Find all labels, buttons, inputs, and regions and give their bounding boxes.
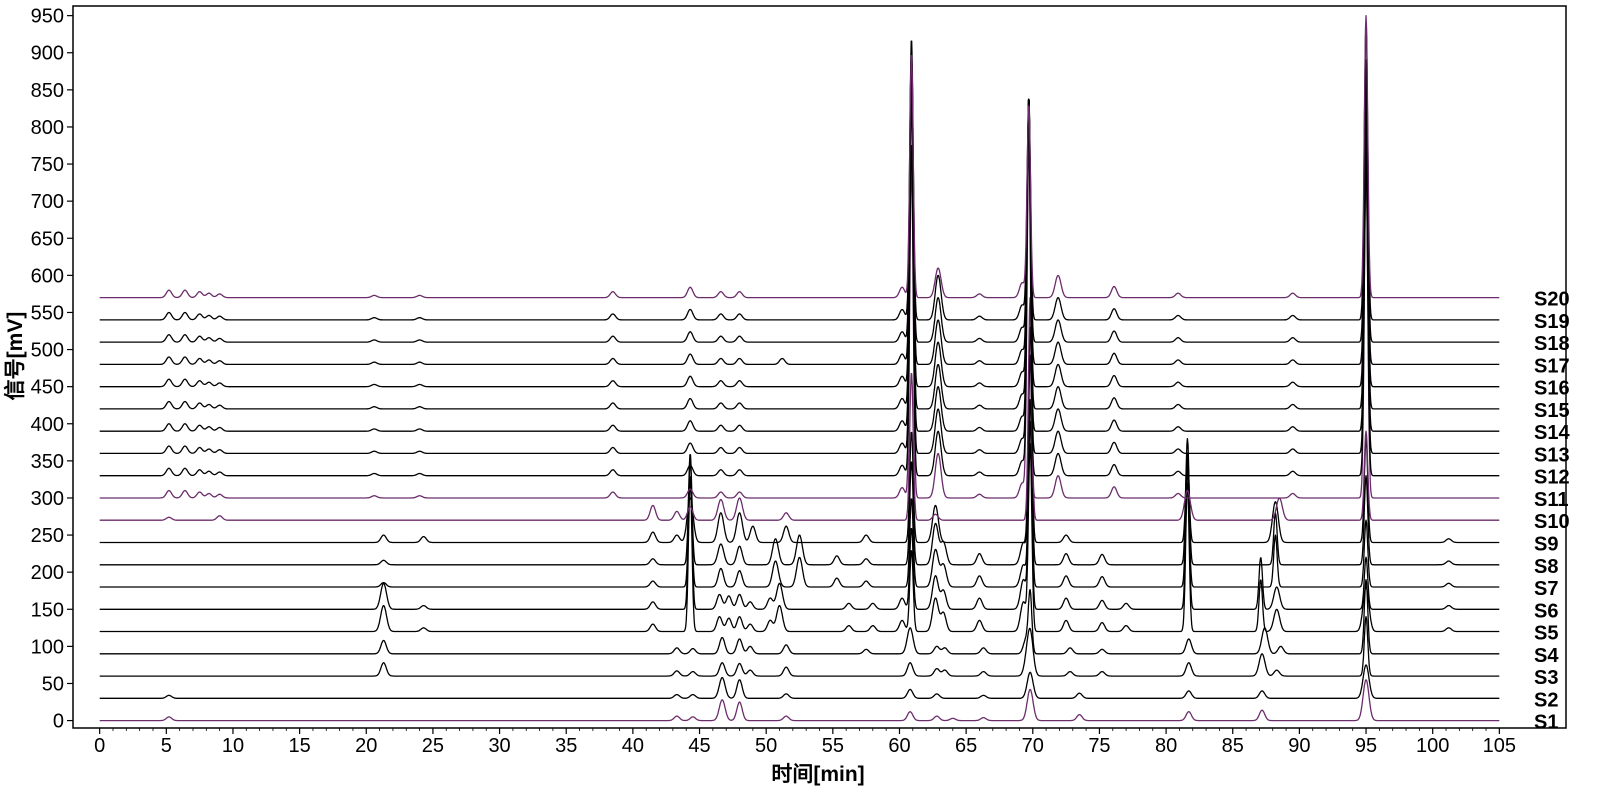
- x-tick-label: 80: [1155, 735, 1177, 757]
- series-label-s5: S5: [1534, 623, 1558, 645]
- x-tick-label: 50: [755, 735, 777, 757]
- series-label-s18: S18: [1534, 333, 1570, 355]
- trace-s12: [99, 122, 1500, 477]
- series-label-s8: S8: [1534, 556, 1558, 578]
- y-tick-label: 600: [31, 265, 64, 287]
- trace-s3: [99, 616, 1500, 677]
- trace-s7: [99, 399, 1500, 588]
- y-tick-label: 750: [31, 154, 64, 176]
- series-label-s19: S19: [1534, 311, 1570, 333]
- trace-s4: [99, 578, 1500, 655]
- series-label-s17: S17: [1534, 355, 1570, 377]
- series-label-s1: S1: [1534, 712, 1558, 734]
- series-label-s12: S12: [1534, 467, 1570, 489]
- x-tick-label: 20: [355, 735, 377, 757]
- series-label-s2: S2: [1534, 689, 1558, 711]
- y-tick-label: 250: [31, 525, 64, 547]
- series-label-s6: S6: [1534, 600, 1558, 622]
- x-tick-label: 5: [161, 735, 172, 757]
- trace-s2: [99, 664, 1500, 699]
- series-label-s16: S16: [1534, 378, 1570, 400]
- trace-s6: [99, 420, 1500, 610]
- x-tick-label: 85: [1222, 735, 1244, 757]
- x-tick-label: 100: [1416, 735, 1449, 757]
- x-tick-label: 15: [288, 735, 310, 757]
- series-label-s11: S11: [1534, 489, 1568, 511]
- y-tick-label: 200: [31, 562, 64, 584]
- x-tick-label: 70: [1022, 735, 1044, 757]
- trace-s13: [99, 99, 1500, 455]
- y-tick-label: 650: [31, 228, 64, 250]
- x-tick-label: 90: [1288, 735, 1310, 757]
- y-tick-label: 300: [31, 488, 64, 510]
- y-tick-label: 900: [31, 43, 64, 65]
- x-axis-title: 时间[min]: [771, 763, 864, 786]
- y-tick-label: 450: [31, 377, 64, 399]
- series-label-s7: S7: [1534, 578, 1558, 600]
- x-tick-label: 105: [1483, 735, 1516, 757]
- y-tick-label: 700: [31, 191, 64, 213]
- x-tick-label: 10: [222, 735, 244, 757]
- x-tick-label: 60: [888, 735, 910, 757]
- y-tick-label: 50: [42, 673, 64, 695]
- y-tick-label: 350: [31, 451, 64, 473]
- series-label-s9: S9: [1534, 533, 1558, 555]
- y-axis-title: 信号[mV]: [3, 312, 27, 401]
- series-label-s3: S3: [1534, 667, 1558, 689]
- x-tick-label: 0: [94, 735, 105, 757]
- y-tick-label: 950: [31, 6, 64, 28]
- series-label-s10: S10: [1534, 511, 1570, 533]
- series-label-s13: S13: [1534, 444, 1570, 466]
- x-tick-label: 30: [488, 735, 510, 757]
- x-tick-label: 40: [622, 735, 644, 757]
- plot-frame: [72, 5, 1567, 729]
- y-axis: 0 50 100 150 200 250 300 350 400 450 500 550 600 650 7…: [31, 6, 73, 733]
- trace-s18: [99, 48, 1500, 343]
- y-tick-label: 500: [31, 340, 64, 362]
- y-tick-label: 0: [53, 711, 64, 733]
- trace-s17: [99, 55, 1500, 366]
- y-tick-label: 550: [31, 302, 64, 324]
- trace-s15: [99, 63, 1500, 410]
- trace-s8: [99, 354, 1500, 566]
- y-tick-label: 150: [31, 599, 64, 621]
- x-tick-label: 65: [955, 735, 977, 757]
- y-tick-label: 400: [31, 414, 64, 436]
- trace-s11: [99, 144, 1500, 499]
- series-labels: S1S2S3S4S5S6S7S8S9S10S11S12S13S14S15S16S…: [1534, 289, 1570, 734]
- y-tick-label: 800: [31, 117, 64, 139]
- trace-s16: [99, 63, 1500, 388]
- trace-s19: [99, 22, 1500, 321]
- trace-s10: [99, 296, 1500, 521]
- series-label-s15: S15: [1534, 400, 1570, 422]
- x-tick-label: 25: [422, 735, 444, 757]
- x-tick-label: 35: [555, 735, 577, 757]
- trace-s5: [99, 443, 1500, 633]
- trace-s20: [99, 14, 1500, 299]
- trace-s1: [99, 679, 1500, 722]
- series-label-s14: S14: [1534, 422, 1570, 444]
- trace-s14: [99, 78, 1500, 432]
- x-tick-label: 95: [1355, 735, 1377, 757]
- y-tick-label: 100: [31, 636, 64, 658]
- series-label-s4: S4: [1534, 645, 1559, 667]
- x-tick-label: 75: [1088, 735, 1110, 757]
- x-tick-label: 45: [688, 735, 710, 757]
- trace-s9: [99, 326, 1500, 544]
- series-label-s20: S20: [1534, 289, 1570, 311]
- chromatogram-traces: [99, 14, 1500, 722]
- y-tick-label: 850: [31, 80, 64, 102]
- x-tick-label: 55: [822, 735, 844, 757]
- x-axis: 0 5 10 15 20 25 30 35 40 45 50 55 60 65 70 75 80 85 90 95 10…: [94, 728, 1516, 757]
